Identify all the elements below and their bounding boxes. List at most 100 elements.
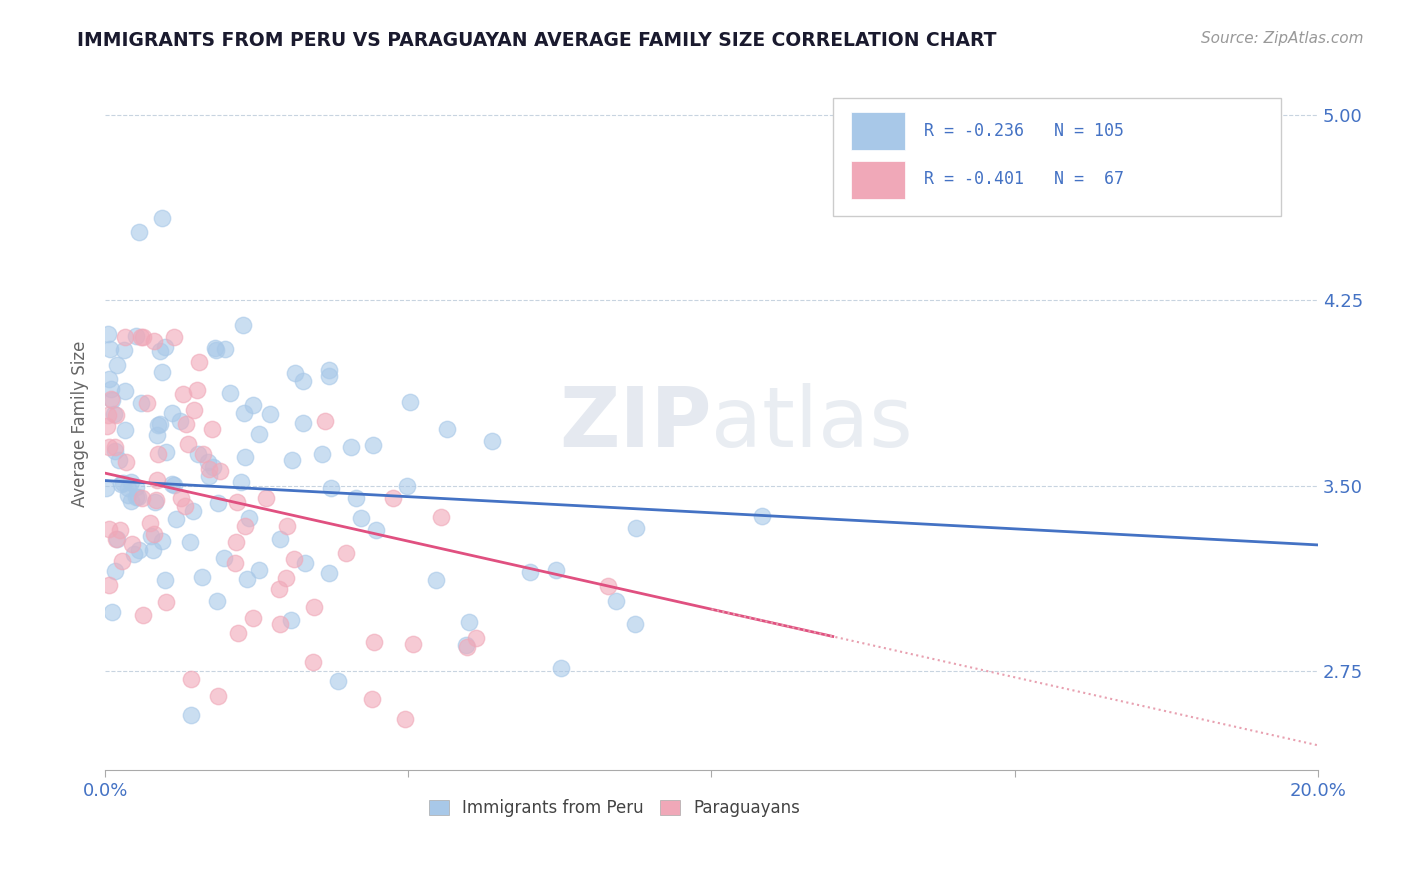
- Point: [207, 690, 229, 704]
- Point: [111, 554, 134, 568]
- Point: [98, 342, 121, 356]
- Point: [155, 445, 177, 459]
- Point: [132, 607, 155, 622]
- Point: [751, 508, 773, 523]
- Point: [139, 529, 162, 543]
- Point: [311, 447, 333, 461]
- Point: [103, 407, 125, 421]
- Point: [283, 366, 305, 380]
- Point: [247, 563, 270, 577]
- Point: [124, 480, 146, 494]
- Point: [204, 341, 226, 355]
- Point: [198, 462, 221, 476]
- Point: [458, 615, 481, 629]
- Text: Source: ZipAtlas.com: Source: ZipAtlas.com: [1201, 31, 1364, 46]
- Point: [212, 551, 235, 566]
- Point: [96, 418, 118, 433]
- Point: [276, 519, 298, 533]
- Point: [180, 707, 202, 722]
- Point: [146, 428, 169, 442]
- Point: [98, 372, 121, 386]
- Point: [318, 566, 340, 581]
- Point: [456, 638, 478, 652]
- Point: [104, 443, 127, 458]
- Point: [205, 343, 228, 357]
- Point: [131, 491, 153, 506]
- Point: [208, 464, 231, 478]
- Point: [198, 468, 221, 483]
- Point: [129, 330, 152, 344]
- Point: [170, 491, 193, 505]
- Point: [108, 523, 131, 537]
- Point: [112, 343, 135, 358]
- Point: [236, 572, 259, 586]
- Text: R = -0.236   N = 105: R = -0.236 N = 105: [924, 122, 1123, 140]
- Point: [598, 579, 620, 593]
- Point: [97, 408, 120, 422]
- Point: [105, 358, 128, 372]
- Point: [207, 496, 229, 510]
- Point: [142, 542, 165, 557]
- Point: [402, 637, 425, 651]
- Point: [626, 521, 648, 535]
- Point: [181, 504, 204, 518]
- Point: [550, 661, 572, 675]
- Point: [281, 452, 304, 467]
- Point: [605, 593, 627, 607]
- Point: [114, 330, 136, 344]
- Point: [225, 535, 247, 549]
- Point: [314, 415, 336, 429]
- Point: [233, 518, 256, 533]
- Point: [269, 617, 291, 632]
- Point: [232, 318, 254, 332]
- Point: [177, 437, 200, 451]
- Point: [201, 460, 224, 475]
- Point: [364, 523, 387, 537]
- Point: [381, 491, 404, 506]
- Point: [131, 395, 153, 409]
- Point: [98, 577, 121, 591]
- Point: [153, 573, 176, 587]
- Bar: [851, 112, 905, 150]
- Point: [214, 343, 236, 357]
- Point: [304, 600, 326, 615]
- Point: [97, 326, 120, 341]
- Point: [188, 355, 211, 369]
- Point: [340, 440, 363, 454]
- Point: [174, 417, 197, 431]
- Point: [224, 556, 246, 570]
- Point: [292, 375, 315, 389]
- Point: [114, 384, 136, 398]
- Point: [153, 340, 176, 354]
- Point: [100, 392, 122, 407]
- Point: [269, 532, 291, 546]
- Point: [318, 363, 340, 377]
- Y-axis label: Average Family Size: Average Family Size: [72, 341, 89, 507]
- Point: [142, 334, 165, 348]
- Point: [108, 452, 131, 467]
- Point: [238, 510, 260, 524]
- Point: [155, 595, 177, 609]
- Point: [172, 387, 194, 401]
- Point: [125, 490, 148, 504]
- Point: [104, 440, 127, 454]
- Text: R = -0.401   N =  67: R = -0.401 N = 67: [924, 170, 1123, 188]
- Point: [128, 225, 150, 239]
- Point: [242, 398, 264, 412]
- Point: [104, 564, 127, 578]
- Bar: [851, 161, 905, 199]
- Point: [152, 211, 174, 225]
- Point: [544, 563, 567, 577]
- Point: [145, 493, 167, 508]
- Point: [98, 522, 121, 536]
- Point: [425, 573, 447, 587]
- Point: [292, 416, 315, 430]
- Point: [117, 488, 139, 502]
- Point: [242, 611, 264, 625]
- Point: [169, 414, 191, 428]
- Point: [163, 477, 186, 491]
- Point: [101, 393, 124, 408]
- Point: [623, 616, 645, 631]
- Point: [110, 477, 132, 491]
- Point: [100, 382, 122, 396]
